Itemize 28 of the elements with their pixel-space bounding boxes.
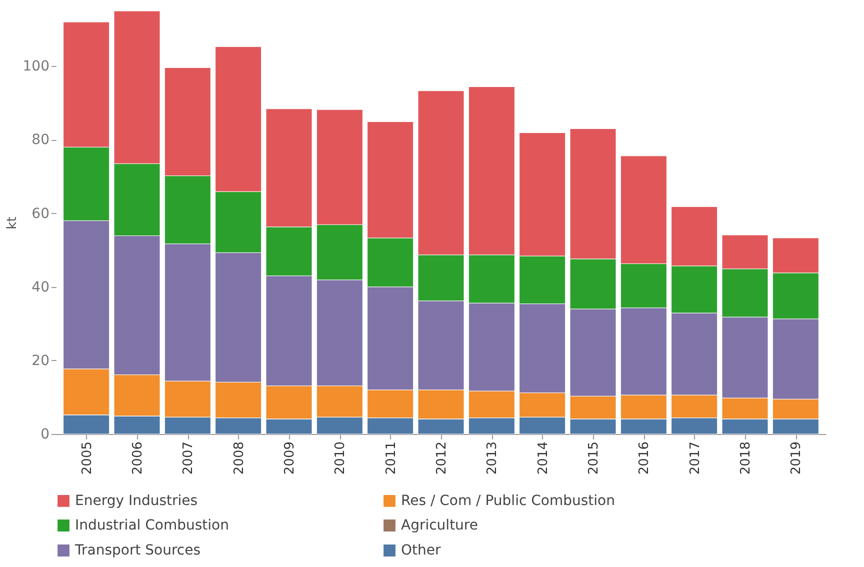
x-tick-label: 2019 (789, 442, 804, 475)
y-tick-label: 80 (32, 132, 50, 148)
y-tick-label: 60 (32, 206, 50, 222)
x-tick-label: 2013 (485, 442, 500, 475)
x-tick-label: 2016 (637, 442, 652, 475)
y-tick-label: 100 (22, 58, 50, 75)
x-tick-label: 2006 (130, 442, 146, 475)
x-tick-label: 2005 (80, 442, 95, 475)
y-tick-label: 0 (40, 426, 50, 442)
y-axis-title: kt (4, 216, 20, 230)
x-tick-label: 2011 (384, 442, 399, 475)
x-tick-label: 2012 (434, 442, 450, 475)
legend-label: Energy Industries (75, 492, 198, 509)
legend-label: Res / Com / Public Combustion (401, 492, 615, 509)
x-tick-label: 2010 (333, 442, 348, 475)
x-tick-label: 2008 (232, 442, 247, 475)
x-tick-label: 2009 (282, 442, 298, 475)
x-tick-label: 2014 (536, 442, 551, 475)
legend-label: Agriculture (401, 518, 478, 534)
x-tick-label: 2017 (688, 442, 703, 475)
legend-label: Other (401, 542, 441, 558)
legend-label: Transport Sources (74, 542, 201, 558)
y-tick-label: 20 (32, 352, 50, 369)
legend-label: Industrial Combustion (75, 518, 229, 534)
x-tick-label: 2015 (586, 442, 602, 475)
x-tick-label: 2018 (738, 442, 754, 475)
x-tick-label: 2007 (181, 442, 196, 475)
y-tick-label: 40 (32, 279, 50, 296)
